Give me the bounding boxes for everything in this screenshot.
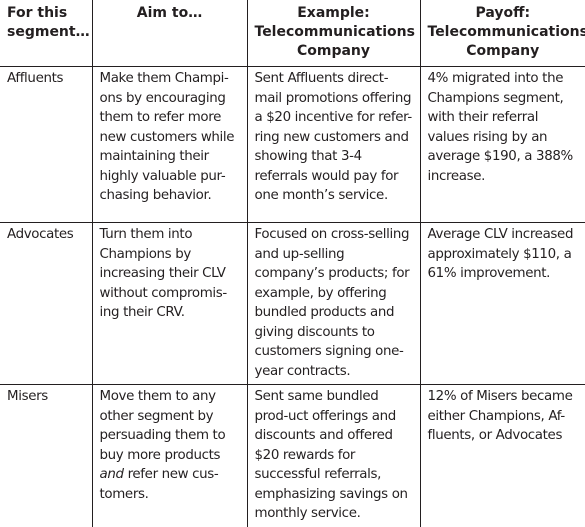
example-cell: Sent same bundled prod-uct offerings and…: [246, 384, 420, 527]
table-row: Advocates Turn them into Champions by in…: [0, 222, 585, 385]
segment-cell: Affluents: [0, 66, 92, 223]
table-row: Affluents Make them Champi-ons by encour…: [0, 66, 585, 223]
example-cell: Focused on cross-selling and up-selling …: [246, 222, 420, 385]
aim-cell: Turn them into Champions by increasing t…: [91, 222, 247, 385]
example-cell: Sent Affluents direct-mail promotions of…: [246, 66, 420, 223]
aim-text-start: Move them to any other segment by persua…: [99, 389, 226, 463]
aim-cell: Make them Champi-ons by encouraging them…: [91, 66, 247, 223]
header-aim: Aim to…: [91, 0, 247, 67]
aim-text-emphasis: and: [99, 467, 125, 482]
header-row: For this segment… Aim to… Example: Telec…: [0, 0, 585, 67]
header-segment: For this segment…: [0, 0, 92, 67]
aim-cell: Move them to any other segment by persua…: [91, 384, 247, 527]
payoff-cell: 4% migrated into the Champions segment, …: [419, 66, 585, 223]
payoff-cell: Average CLV increased approximately $110…: [419, 222, 585, 385]
segment-cell: Advocates: [0, 222, 92, 385]
payoff-cell: 12% of Misers became either Champions, A…: [419, 384, 585, 527]
segment-cell: Misers: [7, 389, 48, 404]
header-example: Example: Telecommunications Company: [246, 0, 420, 67]
header-payoff: Payoff: Telecommunications Company: [419, 0, 585, 67]
table-row: Misers Move them to any other segment by…: [0, 384, 585, 527]
